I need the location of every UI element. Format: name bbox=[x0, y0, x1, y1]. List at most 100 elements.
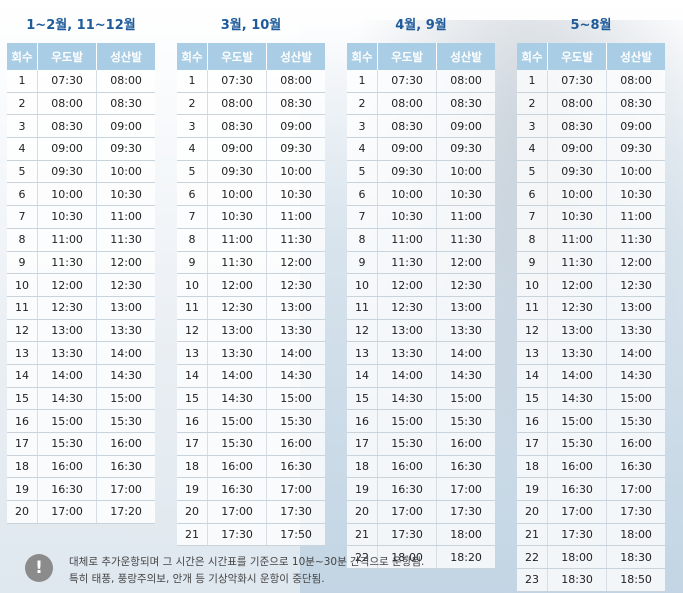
seongsan-departure-cell: 11:30 bbox=[266, 228, 325, 252]
trip-number-cell: 18 bbox=[7, 455, 38, 479]
trip-number-cell: 17 bbox=[7, 432, 38, 456]
udo-departure-cell: 08:30 bbox=[546, 114, 607, 139]
table-row: 1 07:30 08:00 bbox=[347, 70, 495, 93]
trip-number-cell: 9 bbox=[347, 251, 378, 275]
table-row: 5 09:30 10:00 bbox=[517, 160, 665, 184]
seongsan-departure-cell: 12:30 bbox=[436, 273, 495, 297]
trip-number-cell: 10 bbox=[7, 273, 38, 297]
udo-departure-cell: 11:00 bbox=[546, 228, 607, 252]
udo-departure-cell: 16:00 bbox=[546, 455, 607, 479]
trip-number-cell: 9 bbox=[7, 251, 38, 275]
seongsan-departure-cell: 14:00 bbox=[266, 341, 325, 365]
trip-number-cell: 5 bbox=[517, 160, 548, 184]
seongsan-departure-cell: 15:30 bbox=[436, 409, 495, 433]
udo-departure-cell: 14:00 bbox=[206, 364, 267, 388]
udo-departure-cell: 11:30 bbox=[376, 251, 437, 275]
seongsan-departure-cell: 12:00 bbox=[96, 251, 155, 275]
udo-departure-cell: 08:30 bbox=[36, 114, 97, 139]
table-row: 1 07:30 08:00 bbox=[177, 70, 325, 93]
seongsan-departure-cell: 09:00 bbox=[436, 114, 495, 139]
trip-number-cell: 8 bbox=[177, 228, 208, 252]
seongsan-departure-cell: 10:30 bbox=[96, 182, 155, 207]
seongsan-departure-cell: 16:00 bbox=[96, 432, 155, 456]
udo-departure-cell: 11:30 bbox=[206, 251, 267, 275]
trip-number-cell: 9 bbox=[177, 251, 208, 275]
udo-departure-cell: 14:00 bbox=[546, 364, 607, 388]
udo-departure-cell: 12:00 bbox=[206, 273, 267, 297]
udo-departure-cell: 07:30 bbox=[206, 70, 267, 93]
seongsan-departure-cell: 10:00 bbox=[266, 160, 325, 184]
seongsan-departure-cell: 09:00 bbox=[266, 114, 325, 139]
table-row: 16 15:00 15:30 bbox=[347, 409, 495, 433]
notice-line-2: 특히 태풍, 풍랑주의보, 안개 등 기상악화시 운항이 중단됨. bbox=[69, 573, 325, 585]
udo-departure-cell: 09:30 bbox=[376, 160, 437, 184]
seongsan-departure-cell: 13:00 bbox=[96, 296, 155, 320]
udo-departure-cell: 15:00 bbox=[376, 409, 437, 433]
table-row: 18 16:00 16:30 bbox=[517, 455, 665, 479]
udo-departure-cell: 13:00 bbox=[376, 319, 437, 343]
table-row: 9 11:30 12:00 bbox=[177, 251, 325, 275]
trip-number-cell: 20 bbox=[177, 500, 208, 524]
trip-number-cell: 5 bbox=[177, 160, 208, 184]
seongsan-departure-cell: 17:30 bbox=[606, 500, 665, 524]
column-header: 성산발 bbox=[436, 43, 495, 70]
udo-departure-cell: 12:30 bbox=[36, 296, 97, 320]
seongsan-departure-cell: 10:00 bbox=[606, 160, 665, 184]
seongsan-departure-cell: 16:30 bbox=[606, 455, 665, 479]
table-row: 5 09:30 10:00 bbox=[7, 160, 155, 184]
seongsan-departure-cell: 09:00 bbox=[606, 114, 665, 139]
trip-number-cell: 11 bbox=[7, 296, 38, 320]
trip-number-cell: 14 bbox=[347, 364, 378, 388]
seongsan-departure-cell: 08:00 bbox=[606, 70, 665, 93]
trip-number-cell: 5 bbox=[7, 160, 38, 184]
udo-departure-cell: 10:00 bbox=[376, 182, 437, 207]
trip-number-cell: 6 bbox=[347, 182, 378, 207]
seongsan-departure-cell: 18:00 bbox=[606, 523, 665, 547]
notice-line-1: 대체로 추가운항되며 그 시간은 시간표를 기준으로 10분~30분 간격으로 … bbox=[69, 556, 425, 568]
trip-number-cell: 13 bbox=[517, 341, 548, 365]
table-row: 14 14:00 14:30 bbox=[7, 364, 155, 388]
udo-departure-cell: 11:30 bbox=[36, 251, 97, 275]
table-row: 3 08:30 09:00 bbox=[347, 114, 495, 139]
seongsan-departure-cell: 17:00 bbox=[606, 477, 665, 502]
table-row: 23 18:30 18:50 bbox=[517, 568, 665, 592]
exclamation-icon: ! bbox=[25, 554, 53, 582]
udo-departure-cell: 08:00 bbox=[36, 92, 97, 116]
table-row: 13 13:30 14:00 bbox=[517, 341, 665, 365]
seongsan-departure-cell: 08:30 bbox=[606, 92, 665, 116]
table-row: 10 12:00 12:30 bbox=[517, 273, 665, 297]
seongsan-departure-cell: 15:00 bbox=[266, 387, 325, 411]
seongsan-departure-cell: 13:30 bbox=[266, 319, 325, 343]
table-row: 17 15:30 16:00 bbox=[517, 432, 665, 456]
trip-number-cell: 11 bbox=[177, 296, 208, 320]
table-row: 12 13:00 13:30 bbox=[517, 319, 665, 343]
seongsan-departure-cell: 12:00 bbox=[436, 251, 495, 275]
udo-departure-cell: 08:00 bbox=[546, 92, 607, 116]
seongsan-departure-cell: 10:30 bbox=[266, 182, 325, 207]
table-row: 3 08:30 09:00 bbox=[7, 114, 155, 139]
notice-text: 대체로 추가운항되며 그 시간은 시간표를 기준으로 10분~30분 간격으로 … bbox=[69, 554, 424, 588]
table-row: 16 15:00 15:30 bbox=[177, 409, 325, 433]
table-row: 1 07:30 08:00 bbox=[7, 70, 155, 93]
udo-departure-cell: 10:30 bbox=[546, 205, 607, 229]
seongsan-departure-cell: 08:00 bbox=[436, 70, 495, 93]
udo-departure-cell: 10:00 bbox=[36, 182, 97, 207]
seongsan-departure-cell: 11:30 bbox=[606, 228, 665, 252]
udo-departure-cell: 17:30 bbox=[206, 523, 267, 547]
table-header-row: 회수 우도발 성산발 bbox=[347, 43, 495, 70]
udo-departure-cell: 09:30 bbox=[206, 160, 267, 184]
table-row: 7 10:30 11:00 bbox=[177, 205, 325, 229]
table-row: 7 10:30 11:00 bbox=[517, 205, 665, 229]
table-row: 14 14:00 14:30 bbox=[517, 364, 665, 388]
seongsan-departure-cell: 08:30 bbox=[436, 92, 495, 116]
table-row: 5 09:30 10:00 bbox=[347, 160, 495, 184]
udo-departure-cell: 12:00 bbox=[546, 273, 607, 297]
trip-number-cell: 21 bbox=[347, 523, 378, 547]
seongsan-departure-cell: 12:00 bbox=[266, 251, 325, 275]
trip-number-cell: 18 bbox=[177, 455, 208, 479]
table-row: 8 11:00 11:30 bbox=[7, 228, 155, 252]
udo-departure-cell: 16:30 bbox=[206, 477, 267, 502]
table-row: 2 08:00 08:30 bbox=[347, 92, 495, 116]
table-header-row: 회수 우도발 성산발 bbox=[7, 43, 155, 70]
table-row: 21 17:30 18:00 bbox=[347, 523, 495, 547]
